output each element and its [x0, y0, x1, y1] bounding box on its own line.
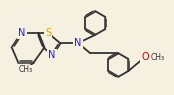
Text: CH₃: CH₃ — [19, 65, 33, 74]
Text: N: N — [18, 28, 26, 38]
Text: S: S — [45, 28, 51, 38]
Text: N: N — [74, 38, 82, 48]
Text: N: N — [48, 50, 56, 60]
Text: O: O — [141, 52, 149, 62]
Text: CH₃: CH₃ — [151, 53, 165, 61]
